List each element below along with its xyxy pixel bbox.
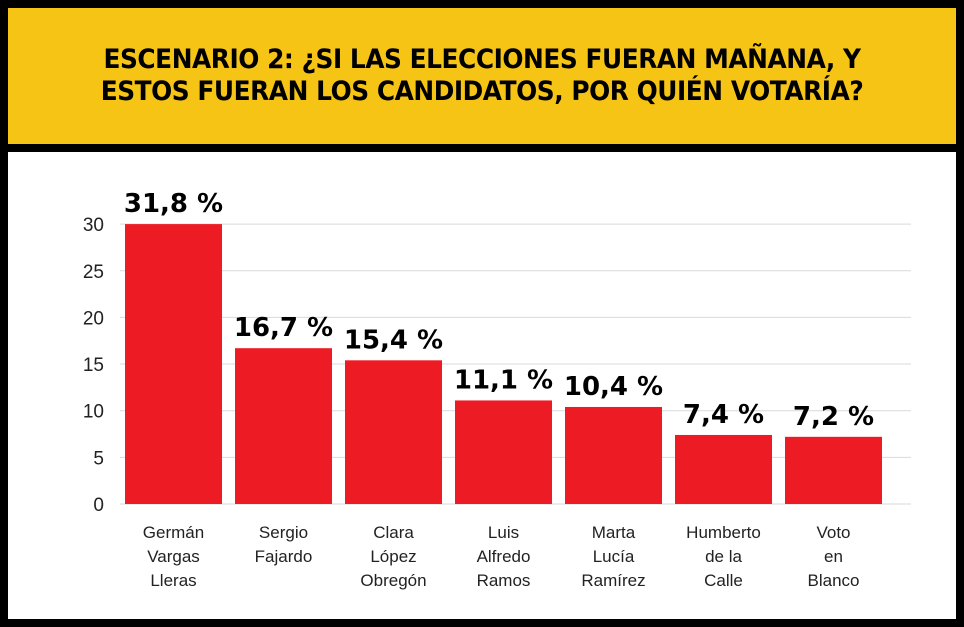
category-label: Ramos xyxy=(477,571,531,590)
data-label: 15,4 % xyxy=(344,325,443,355)
title-banner: ESCENARIO 2: ¿SI LAS ELECCIONES FUERAN M… xyxy=(8,8,956,144)
y-tick-label: 0 xyxy=(93,495,104,516)
bar xyxy=(675,434,772,504)
data-label: 11,1 % xyxy=(454,365,553,395)
category-label: Sergio xyxy=(259,523,308,542)
category-label: de la xyxy=(705,547,742,566)
category-label: Humberto xyxy=(686,523,761,542)
chart-title: ESCENARIO 2: ¿SI LAS ELECCIONES FUERAN M… xyxy=(100,44,864,107)
bar xyxy=(455,400,552,504)
data-label: 7,4 % xyxy=(683,400,764,430)
category-label: Marta xyxy=(592,523,636,542)
bar xyxy=(125,224,222,504)
bar xyxy=(235,348,332,504)
category-label: Calle xyxy=(704,571,743,590)
data-label: 31,8 % xyxy=(124,189,223,219)
y-tick-label: 5 xyxy=(93,448,104,469)
bar-chart: 0 5 10 15 20 25 30 31,8 % Germán Vargas Lleras 16,7… xyxy=(83,189,911,590)
bar xyxy=(785,436,882,504)
bar xyxy=(345,360,442,504)
category-label: Clara xyxy=(373,523,414,542)
y-tick-label: 25 xyxy=(83,262,104,283)
category-label: Luis xyxy=(488,523,519,542)
y-tick-label: 10 xyxy=(83,402,104,423)
data-label: 7,2 % xyxy=(793,402,874,432)
y-tick-label: 20 xyxy=(83,308,104,329)
category-label: Germán xyxy=(143,523,204,542)
category-label: Vargas xyxy=(147,547,200,566)
category-label: Obregón xyxy=(360,571,426,590)
category-label: Blanco xyxy=(808,571,860,590)
plot-panel: 0 5 10 15 20 25 30 31,8 % Germán Vargas Lleras 16,7… xyxy=(8,152,956,619)
bar xyxy=(565,406,662,504)
y-tick-label: 15 xyxy=(83,355,104,376)
category-label: Ramírez xyxy=(581,571,645,590)
category-label: Alfredo xyxy=(477,547,531,566)
data-label: 10,4 % xyxy=(564,372,663,402)
category-label: Fajardo xyxy=(255,547,313,566)
category-label: Voto xyxy=(816,523,850,542)
category-label: en xyxy=(824,547,843,566)
data-label: 16,7 % xyxy=(234,313,333,343)
category-label: López xyxy=(370,547,416,566)
category-label: Lucía xyxy=(593,547,635,566)
category-label: Lleras xyxy=(150,571,196,590)
y-tick-label: 30 xyxy=(83,215,104,236)
